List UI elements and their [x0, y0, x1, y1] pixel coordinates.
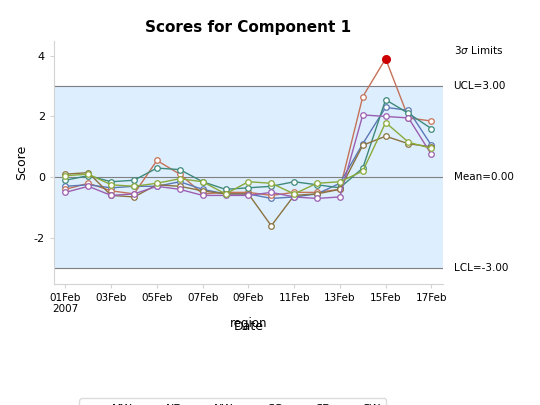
- X-axis label: Date: Date: [233, 320, 264, 333]
- Text: 3$\sigma$ Limits: 3$\sigma$ Limits: [454, 44, 503, 55]
- Title: Scores for Component 1: Scores for Component 1: [145, 20, 352, 35]
- Text: LCL=-3.00: LCL=-3.00: [454, 263, 508, 273]
- Legend: MW, NE, NW, SC, SE, SW: MW, NE, NW, SC, SE, SW: [79, 399, 386, 405]
- Y-axis label: Score: Score: [15, 144, 28, 180]
- Text: Mean=0.00: Mean=0.00: [454, 172, 514, 182]
- Text: region: region: [230, 317, 267, 330]
- Bar: [54, 86, 443, 269]
- Text: UCL=3.00: UCL=3.00: [454, 81, 506, 91]
